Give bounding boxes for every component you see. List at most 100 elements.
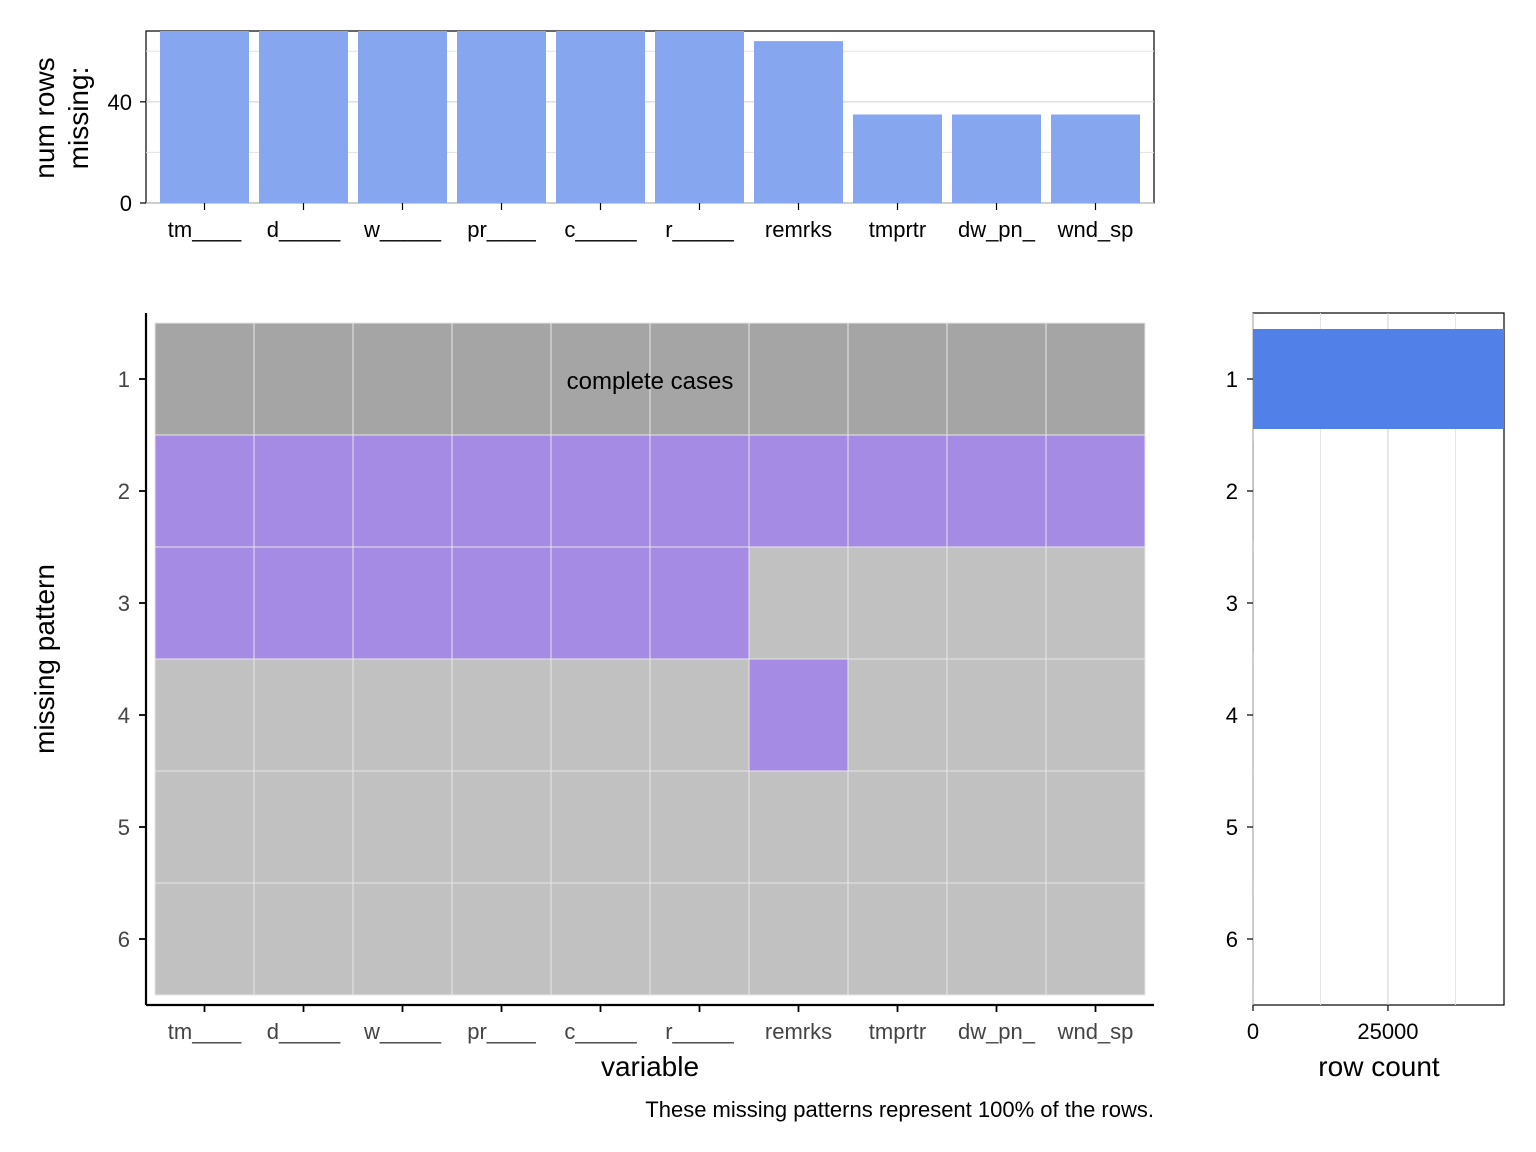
heatmap-cell <box>748 546 849 660</box>
top-y-axis-title-line2: missing: <box>63 67 94 170</box>
missing-count-bar-chart: 0 40 tm____ d_____ w_____ pr____ c_____ r_____… <box>29 30 1155 242</box>
heatmap-cell <box>154 434 255 548</box>
top-x-tick-label: tmprtr <box>869 217 926 242</box>
heatmap-cell <box>550 882 651 996</box>
heatmap-cell <box>748 434 849 548</box>
heatmap-cells <box>154 322 1146 996</box>
heatmap-x-tick-label: wnd_sp <box>1057 1019 1134 1044</box>
heatmap-cell <box>946 770 1047 884</box>
top-bar <box>457 31 546 203</box>
top-bars <box>160 31 1140 203</box>
heatmap-cell <box>154 882 255 996</box>
heatmap-cell <box>748 882 849 996</box>
heatmap-cell <box>352 770 453 884</box>
top-bar <box>754 41 843 203</box>
heatmap-cell <box>1045 546 1146 660</box>
heatmap-x-tick-label: c_____ <box>564 1019 637 1044</box>
heatmap-cell <box>847 658 948 772</box>
top-y-tick-label: 40 <box>108 90 132 115</box>
heatmap-cell <box>946 882 1047 996</box>
heatmap-cell <box>649 434 750 548</box>
top-bar <box>358 31 447 203</box>
heatmap-cell <box>451 322 552 436</box>
heatmap-cell <box>649 546 750 660</box>
heatmap-x-tick-label: tm____ <box>168 1019 242 1044</box>
heatmap-x-tick-label: remrks <box>765 1019 832 1044</box>
heatmap-cell <box>253 322 354 436</box>
heatmap-y-tick-label: 4 <box>118 703 130 728</box>
top-bar <box>952 114 1041 203</box>
right-y-tick-label: 2 <box>1226 479 1238 504</box>
heatmap-cell <box>550 434 651 548</box>
right-y-tick-label: 3 <box>1226 591 1238 616</box>
heatmap-y-axis: 1 2 3 4 5 6 <box>118 367 146 952</box>
heatmap-cell <box>451 770 552 884</box>
caption: These missing patterns represent 100% of… <box>645 1097 1154 1122</box>
heatmap-cell <box>451 434 552 548</box>
heatmap-cell <box>253 882 354 996</box>
top-bar <box>655 31 744 203</box>
heatmap-cell <box>550 322 651 436</box>
heatmap-cell <box>352 434 453 548</box>
right-y-tick-label: 6 <box>1226 927 1238 952</box>
right-bar <box>1253 329 1504 429</box>
right-y-tick-label: 1 <box>1226 367 1238 392</box>
heatmap-cell <box>649 770 750 884</box>
top-bar <box>1051 114 1140 203</box>
top-x-tick-label: pr____ <box>467 217 536 242</box>
heatmap-x-axis: tm____ d_____ w_____ pr____ c_____ r_____ remr… <box>168 1005 1134 1044</box>
heatmap-cell <box>649 322 750 436</box>
top-bar <box>853 114 942 203</box>
heatmap-cell <box>352 658 453 772</box>
heatmap-cell <box>946 434 1047 548</box>
top-x-tick-label: tm____ <box>168 217 242 242</box>
heatmap-x-axis-title: variable <box>601 1051 699 1082</box>
heatmap-cell <box>1045 882 1146 996</box>
top-y-axis-title-line1: num rows <box>29 57 60 178</box>
heatmap-y-tick-label: 6 <box>118 927 130 952</box>
heatmap-cell <box>847 546 948 660</box>
top-bar <box>160 31 249 203</box>
top-x-tick-label: w_____ <box>363 217 442 242</box>
heatmap-x-tick-label: pr____ <box>467 1019 536 1044</box>
top-bar <box>556 31 645 203</box>
heatmap-cell <box>154 658 255 772</box>
heatmap-cell <box>748 770 849 884</box>
heatmap-y-tick-label: 5 <box>118 815 130 840</box>
heatmap-cell <box>451 658 552 772</box>
heatmap-cell <box>649 882 750 996</box>
heatmap-cell <box>253 658 354 772</box>
heatmap-cell <box>154 322 255 436</box>
heatmap-cell <box>451 882 552 996</box>
heatmap-y-axis-title: missing pattern <box>29 564 60 754</box>
heatmap-x-tick-label: w_____ <box>363 1019 442 1044</box>
heatmap-annotation: complete cases <box>567 368 734 395</box>
heatmap-cell <box>748 322 849 436</box>
top-x-tick-label: dw_pn_ <box>958 217 1036 242</box>
heatmap-cell <box>847 434 948 548</box>
heatmap-cell <box>352 322 453 436</box>
right-y-axis: 1 2 3 4 5 6 <box>1226 367 1253 952</box>
heatmap-cell <box>847 322 948 436</box>
heatmap-cell <box>352 882 453 996</box>
heatmap-cell <box>253 546 354 660</box>
right-bars <box>1253 329 1504 989</box>
heatmap-cell <box>253 770 354 884</box>
top-x-tick-label: d_____ <box>267 217 341 242</box>
heatmap-x-tick-label: dw_pn_ <box>958 1019 1036 1044</box>
heatmap-y-tick-label: 1 <box>118 367 130 392</box>
heatmap-cell <box>154 770 255 884</box>
heatmap-cell <box>847 770 948 884</box>
heatmap-cell <box>253 434 354 548</box>
heatmap-cell <box>1045 658 1146 772</box>
right-x-axis: 0 25000 <box>1247 1005 1419 1044</box>
heatmap-y-tick-label: 2 <box>118 479 130 504</box>
heatmap-cell <box>550 770 651 884</box>
heatmap-cell <box>154 546 255 660</box>
heatmap-cell <box>946 658 1047 772</box>
heatmap-cell <box>847 882 948 996</box>
heatmap-cell <box>1045 434 1146 548</box>
heatmap-x-tick-label: d_____ <box>267 1019 341 1044</box>
top-x-tick-label: wnd_sp <box>1057 217 1134 242</box>
